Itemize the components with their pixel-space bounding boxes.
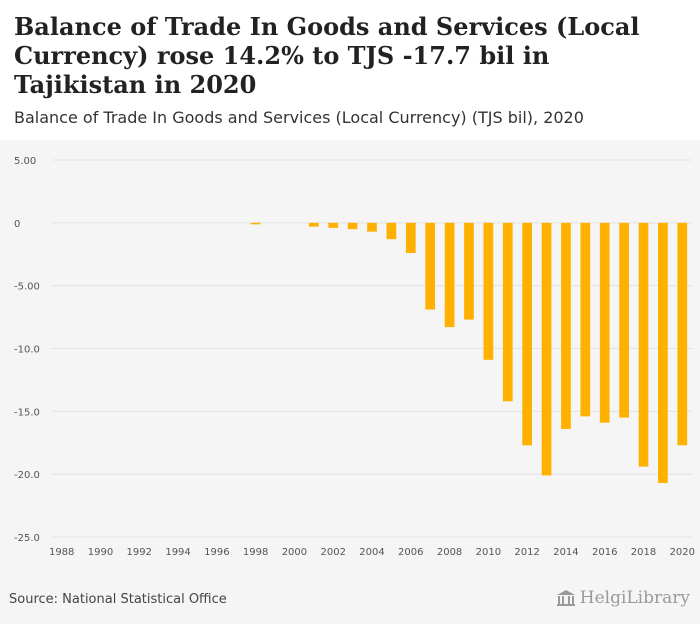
- source-note: Source: National Statistical Office: [9, 592, 227, 607]
- bar-2012: [522, 222, 532, 446]
- y-tick-label: -5.00: [14, 282, 40, 293]
- y-tick-label: 0: [14, 219, 20, 230]
- brand-logo: HelgiLibrary: [556, 588, 690, 608]
- bar-2016: [599, 222, 610, 423]
- bar-2002: [328, 222, 339, 228]
- bar-2004: [367, 222, 377, 232]
- page-title: Balance of Trade In Goods and Services (…: [14, 12, 640, 99]
- x-tick-label: 2012: [514, 547, 539, 558]
- x-tick-label: 2008: [437, 547, 462, 558]
- bar-2011: [502, 222, 513, 402]
- x-tick-label: 1988: [49, 547, 74, 558]
- bar-2006: [405, 222, 416, 253]
- x-tick-label: 1994: [165, 547, 190, 558]
- bar-2007: [425, 222, 436, 310]
- y-tick-label: -20.0: [14, 470, 40, 481]
- bar-2009: [464, 222, 474, 320]
- x-tick-label: 1998: [243, 547, 268, 558]
- bar-2014: [561, 222, 571, 429]
- y-tick-label: 5.00: [14, 156, 36, 167]
- brand-name: HelgiLibrary: [579, 588, 690, 608]
- bar-2008: [444, 222, 455, 328]
- x-tick-label: 2004: [359, 547, 384, 558]
- bar-2013: [541, 222, 552, 476]
- bar-chart: 5.00 0 -5.00 -10.0 -15.0 -20.0 -25.0 1988 1990 19…: [14, 156, 695, 558]
- x-tick-label: 1990: [88, 547, 113, 558]
- bar-2003: [347, 222, 358, 230]
- x-tick-label: 1992: [127, 547, 152, 558]
- bar-2010: [483, 222, 494, 360]
- header: Balance of Trade In Goods and Services (…: [0, 0, 700, 140]
- x-tick-label: 2020: [670, 547, 695, 558]
- bar-2015: [580, 222, 591, 417]
- y-tick-label: -15.0: [14, 407, 40, 418]
- bar-2001: [308, 222, 319, 227]
- bar-1998: [250, 222, 261, 225]
- x-tick-label: 2006: [398, 547, 423, 558]
- bar-2005: [386, 222, 397, 240]
- y-tick-label: -25.0: [14, 533, 40, 544]
- x-tick-label: 2002: [320, 547, 345, 558]
- x-tick-label: 2000: [282, 547, 307, 558]
- x-tick-label: 2016: [592, 547, 617, 558]
- bar-2019: [658, 222, 668, 483]
- x-tick-label: 2010: [476, 547, 501, 558]
- bar-2017: [619, 222, 629, 418]
- x-tick-label: 1996: [204, 547, 229, 558]
- library-building-icon: [556, 589, 576, 607]
- y-tick-label: -10.0: [14, 345, 40, 356]
- x-tick-label: 2018: [631, 547, 656, 558]
- x-tick-label: 2014: [553, 547, 578, 558]
- chart-subtitle: Balance of Trade In Goods and Services (…: [14, 108, 584, 127]
- bar-2020: [677, 222, 688, 446]
- bar-2018: [638, 222, 649, 467]
